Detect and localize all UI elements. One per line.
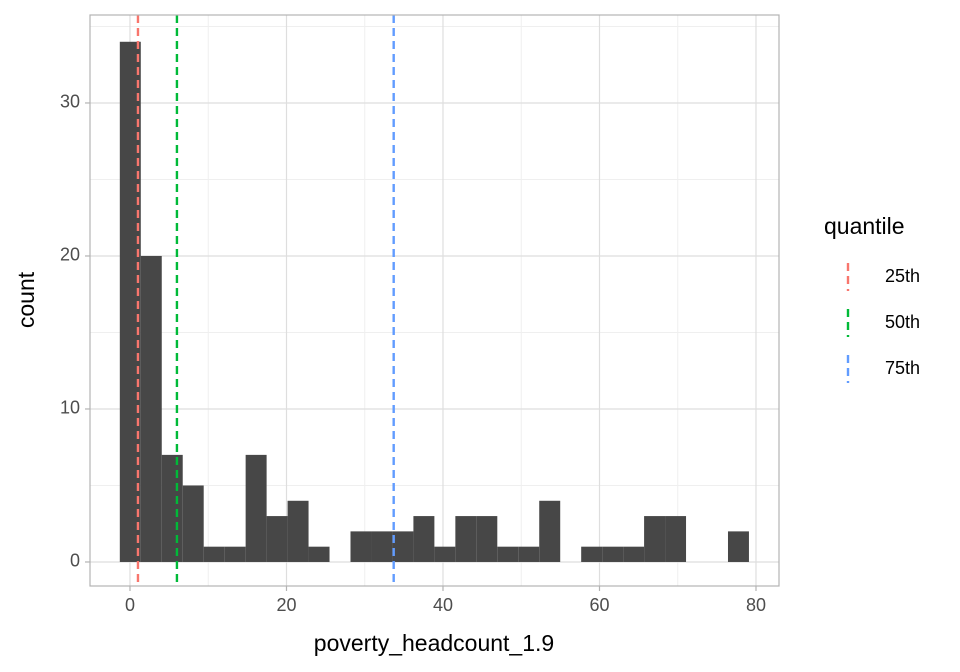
- bar: [287, 500, 309, 562]
- bar: [518, 546, 540, 562]
- bar: [182, 485, 204, 562]
- bar: [434, 546, 456, 562]
- bar: [644, 516, 666, 562]
- bar: [161, 454, 183, 562]
- y-tick-label: 0: [70, 551, 80, 571]
- bar: [140, 255, 162, 562]
- bar: [392, 531, 414, 562]
- bar: [497, 546, 519, 562]
- x-tick-label: 20: [276, 595, 296, 615]
- bar: [623, 546, 645, 562]
- x-tick-label: 60: [589, 595, 609, 615]
- bar: [665, 516, 687, 562]
- bar: [371, 531, 393, 562]
- panel-border: [89, 14, 780, 587]
- bar: [455, 516, 477, 562]
- x-tick-label: 80: [746, 595, 766, 615]
- bar: [350, 531, 372, 562]
- y-axis-title: count: [13, 271, 39, 328]
- x-axis-title: poverty_headcount_1.9: [314, 630, 554, 656]
- legend-label: 25th: [885, 266, 920, 286]
- x-tick-label: 0: [125, 595, 135, 615]
- bar: [119, 41, 141, 562]
- legend-label: 50th: [885, 312, 920, 332]
- y-tick-label: 30: [60, 92, 80, 112]
- legend-label: 75th: [885, 358, 920, 378]
- y-tick-label: 20: [60, 245, 80, 265]
- bar: [602, 546, 624, 562]
- x-tick-label: 40: [433, 595, 453, 615]
- bar: [203, 546, 225, 562]
- y-tick-label: 10: [60, 398, 80, 418]
- legend-title: quantile: [824, 213, 905, 239]
- bar: [245, 454, 267, 562]
- bar: [224, 546, 246, 562]
- bar: [476, 516, 498, 562]
- bar: [727, 531, 749, 562]
- bar: [581, 546, 603, 562]
- bar: [539, 500, 561, 562]
- bar: [308, 546, 330, 562]
- bar: [266, 516, 288, 562]
- bar: [413, 516, 435, 562]
